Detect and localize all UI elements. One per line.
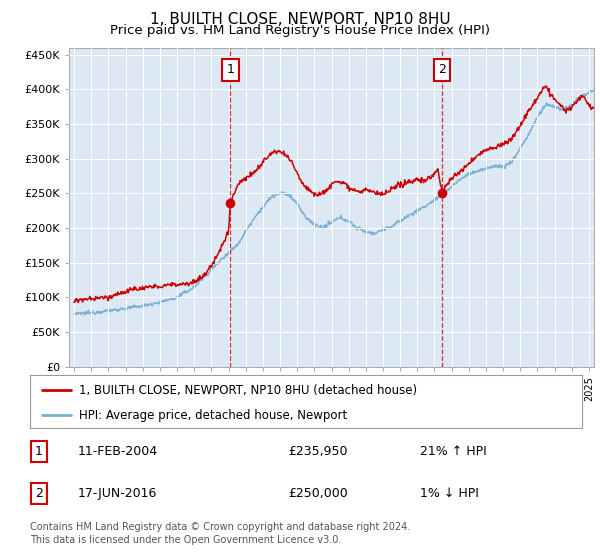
Text: 2: 2	[35, 487, 43, 500]
Text: £250,000: £250,000	[288, 487, 348, 500]
Text: 2: 2	[438, 63, 446, 77]
Text: 17-JUN-2016: 17-JUN-2016	[78, 487, 157, 500]
Text: 1% ↓ HPI: 1% ↓ HPI	[420, 487, 479, 500]
Text: 11-FEB-2004: 11-FEB-2004	[78, 445, 158, 458]
Text: £235,950: £235,950	[288, 445, 347, 458]
Text: 1, BUILTH CLOSE, NEWPORT, NP10 8HU: 1, BUILTH CLOSE, NEWPORT, NP10 8HU	[149, 12, 451, 27]
Text: 1, BUILTH CLOSE, NEWPORT, NP10 8HU (detached house): 1, BUILTH CLOSE, NEWPORT, NP10 8HU (deta…	[79, 384, 417, 396]
Text: Contains HM Land Registry data © Crown copyright and database right 2024.
This d: Contains HM Land Registry data © Crown c…	[30, 522, 410, 545]
Text: 1: 1	[35, 445, 43, 458]
Text: HPI: Average price, detached house, Newport: HPI: Average price, detached house, Newp…	[79, 409, 347, 422]
Text: 21% ↑ HPI: 21% ↑ HPI	[420, 445, 487, 458]
Text: 1: 1	[226, 63, 234, 77]
Text: Price paid vs. HM Land Registry's House Price Index (HPI): Price paid vs. HM Land Registry's House …	[110, 24, 490, 36]
